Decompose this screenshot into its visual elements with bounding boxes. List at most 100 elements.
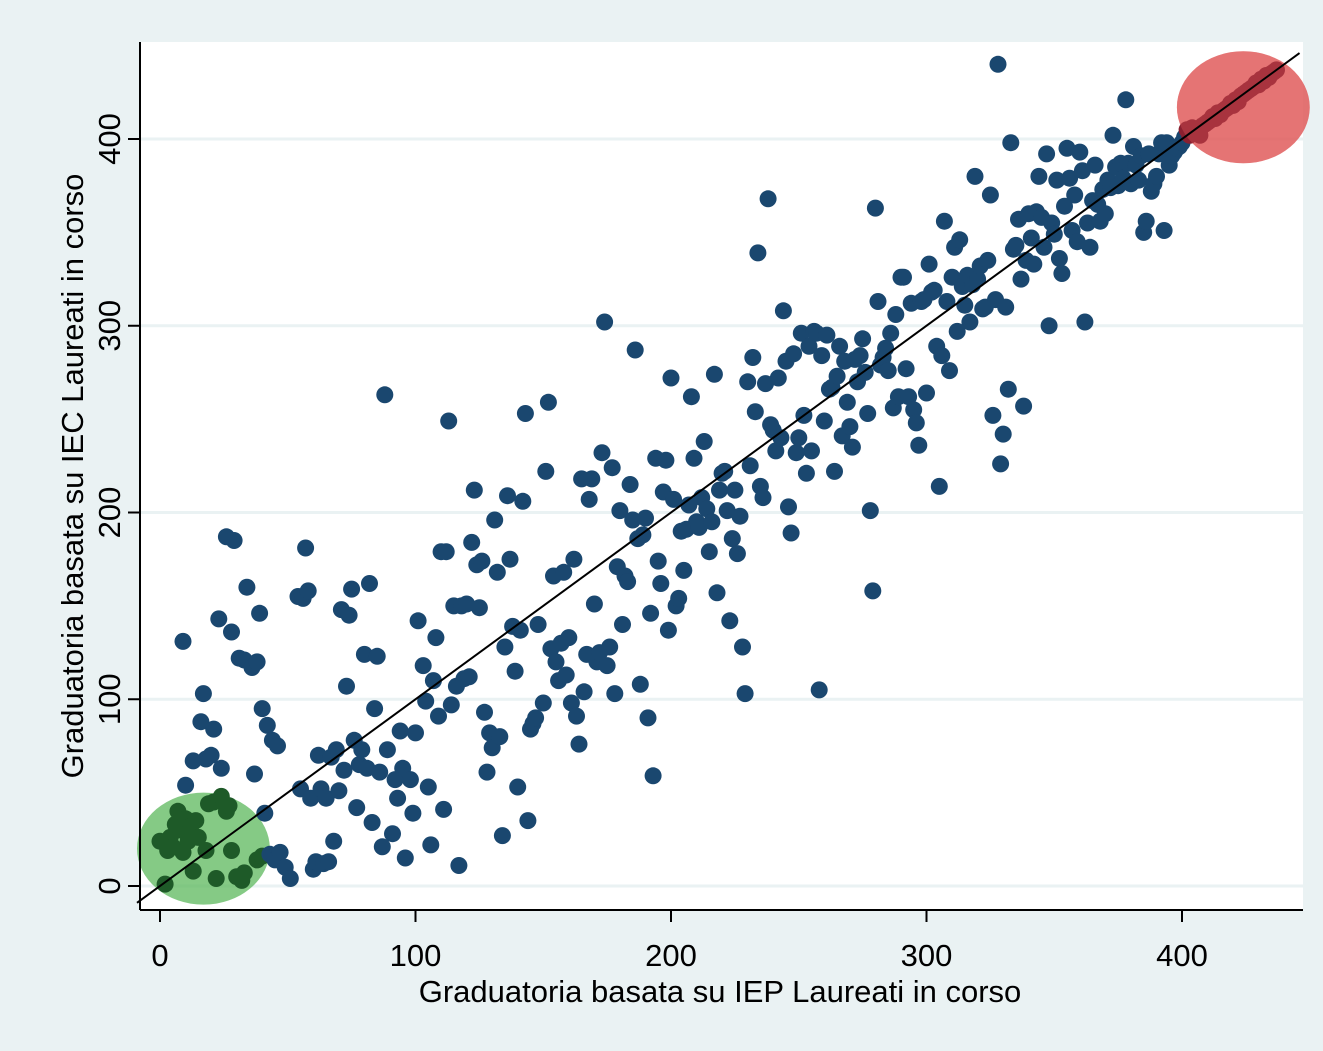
- data-point: [338, 677, 355, 695]
- data-point: [861, 502, 879, 520]
- data-point: [235, 864, 253, 882]
- y-tick-label: 300: [92, 300, 127, 352]
- data-point: [1130, 171, 1148, 189]
- data-point: [813, 347, 831, 365]
- data-point: [606, 685, 624, 703]
- y-axis-label: Graduatoria basata su IEC Laureati in co…: [55, 174, 90, 779]
- data-point: [465, 481, 483, 499]
- data-point: [184, 862, 202, 880]
- data-point: [555, 563, 573, 581]
- data-point: [866, 199, 884, 217]
- data-point: [225, 532, 243, 549]
- data-point: [818, 326, 836, 344]
- y-tick-label: 400: [92, 113, 127, 165]
- data-point: [815, 412, 833, 430]
- data-point: [575, 683, 593, 701]
- data-point: [309, 746, 327, 764]
- data-point: [1076, 313, 1094, 331]
- x-axis-label: Graduatoria basata su IEP Laureati in co…: [419, 974, 1022, 1009]
- data-point: [473, 552, 491, 570]
- data-point: [644, 767, 662, 785]
- data-point: [460, 668, 478, 686]
- reference-line: [136, 52, 1301, 904]
- data-point: [585, 595, 603, 613]
- data-point: [1053, 265, 1071, 282]
- data-point: [680, 496, 698, 514]
- data-point: [414, 657, 432, 675]
- data-point: [424, 672, 442, 690]
- data-point: [593, 444, 611, 462]
- data-point: [887, 306, 905, 323]
- data-point: [417, 692, 435, 710]
- cluster-overlays: [1176, 51, 1310, 164]
- data-point: [854, 330, 872, 348]
- data-point: [997, 298, 1015, 316]
- data-point: [539, 393, 557, 411]
- data-point: [246, 765, 263, 783]
- data-point: [1155, 222, 1173, 239]
- axes: 0 100 200 300 400 0 100 200 300 400: [92, 42, 1303, 973]
- data-point: [792, 324, 810, 342]
- data-point: [557, 666, 575, 684]
- data-point: [194, 685, 212, 703]
- data-point: [859, 405, 877, 422]
- data-point: [969, 270, 987, 288]
- data-point: [212, 759, 230, 777]
- data-point: [220, 797, 238, 815]
- data-point: [325, 832, 343, 850]
- data-point: [529, 616, 547, 633]
- data-point: [670, 589, 688, 607]
- data-point: [905, 401, 923, 419]
- data-point: [568, 707, 585, 725]
- data-point: [320, 853, 338, 871]
- data-point: [519, 812, 537, 830]
- data-point: [409, 612, 427, 630]
- data-point: [205, 720, 223, 738]
- data-point: [711, 481, 728, 499]
- data-point: [759, 190, 777, 208]
- data-point: [407, 724, 424, 742]
- data-point: [951, 231, 969, 249]
- data-point: [1066, 186, 1084, 204]
- data-point: [565, 550, 583, 568]
- data-point: [767, 442, 785, 460]
- data-point: [499, 487, 516, 505]
- data-point: [675, 561, 693, 579]
- data-point: [1081, 238, 1099, 256]
- high-rank-cluster-overlay: [1176, 51, 1310, 164]
- data-point: [841, 418, 859, 436]
- data-point: [966, 167, 984, 185]
- data-point: [989, 55, 1007, 73]
- data-point: [994, 425, 1012, 443]
- data-point: [1012, 270, 1030, 288]
- data-point: [1104, 126, 1122, 144]
- data-point: [348, 799, 366, 817]
- data-point: [698, 500, 716, 518]
- x-tick-label: 300: [901, 938, 953, 973]
- data-point: [657, 451, 675, 469]
- data-point: [486, 511, 504, 529]
- x-tick-label: 400: [1156, 938, 1208, 973]
- data-point: [665, 490, 683, 508]
- data-point: [624, 511, 642, 529]
- data-point: [496, 638, 514, 656]
- data-point: [192, 713, 210, 731]
- data-point: [639, 709, 657, 727]
- data-point: [391, 722, 409, 740]
- data-point: [659, 621, 677, 639]
- data-point: [1073, 162, 1091, 180]
- data-point: [708, 584, 726, 602]
- data-point: [897, 360, 915, 378]
- data-point: [935, 212, 953, 230]
- data-point: [458, 595, 476, 613]
- data-point: [925, 281, 943, 299]
- data-point: [330, 782, 348, 800]
- data-point: [619, 573, 637, 591]
- data-point: [754, 489, 772, 507]
- data-point: [652, 575, 670, 592]
- data-point: [851, 347, 869, 365]
- data-point: [1056, 197, 1073, 215]
- data-point: [882, 324, 900, 342]
- data-point: [1148, 167, 1165, 185]
